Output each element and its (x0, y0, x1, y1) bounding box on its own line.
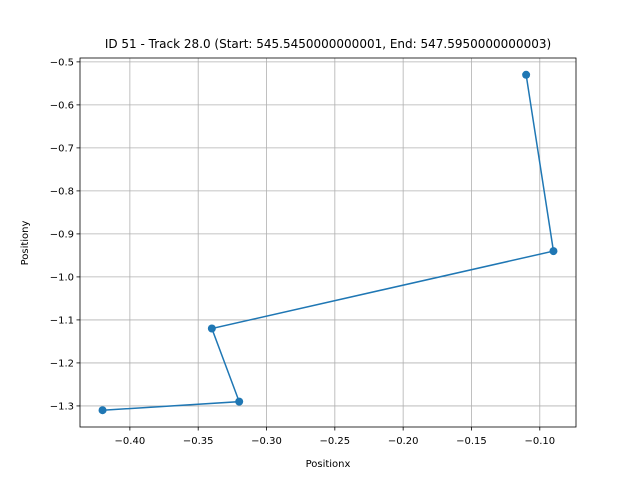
ticks: −0.40 −0.35 −0.30 −0.25 −0.20 −0.15 −0.10 −0.5 −… (50, 57, 555, 447)
y-tick-label: −1.2 (50, 358, 74, 369)
data-point (207, 324, 216, 333)
x-tick-label: −0.15 (456, 436, 487, 447)
series-layer (98, 70, 558, 415)
chart-title: ID 51 - Track 28.0 (Start: 545.545000000… (105, 37, 551, 51)
x-tick-label: −0.20 (388, 436, 419, 447)
data-point (235, 397, 244, 406)
x-tick-label: −0.35 (183, 436, 214, 447)
y-tick-label: −1.3 (50, 401, 74, 412)
y-tick-label: −0.5 (50, 57, 74, 68)
x-tick-label: −0.25 (320, 436, 351, 447)
y-axis-label: Positiony (20, 220, 31, 265)
data-point (98, 406, 107, 415)
x-tick-label: −0.10 (524, 436, 555, 447)
x-tick-label: −0.30 (251, 436, 282, 447)
y-tick-label: −0.8 (50, 186, 74, 197)
x-tick-label: −0.40 (115, 436, 146, 447)
y-tick-label: −1.1 (50, 315, 74, 326)
y-tick-label: −1.0 (50, 272, 74, 283)
y-tick-label: −0.6 (50, 100, 74, 111)
y-tick-label: −0.9 (50, 229, 74, 240)
x-axis-label: Positionx (306, 459, 351, 470)
y-tick-label: −0.7 (50, 143, 74, 154)
plot-frame (79, 57, 577, 428)
series-line (102, 74, 555, 411)
data-point (549, 247, 558, 256)
data-point (522, 70, 531, 79)
grid (80, 58, 576, 427)
